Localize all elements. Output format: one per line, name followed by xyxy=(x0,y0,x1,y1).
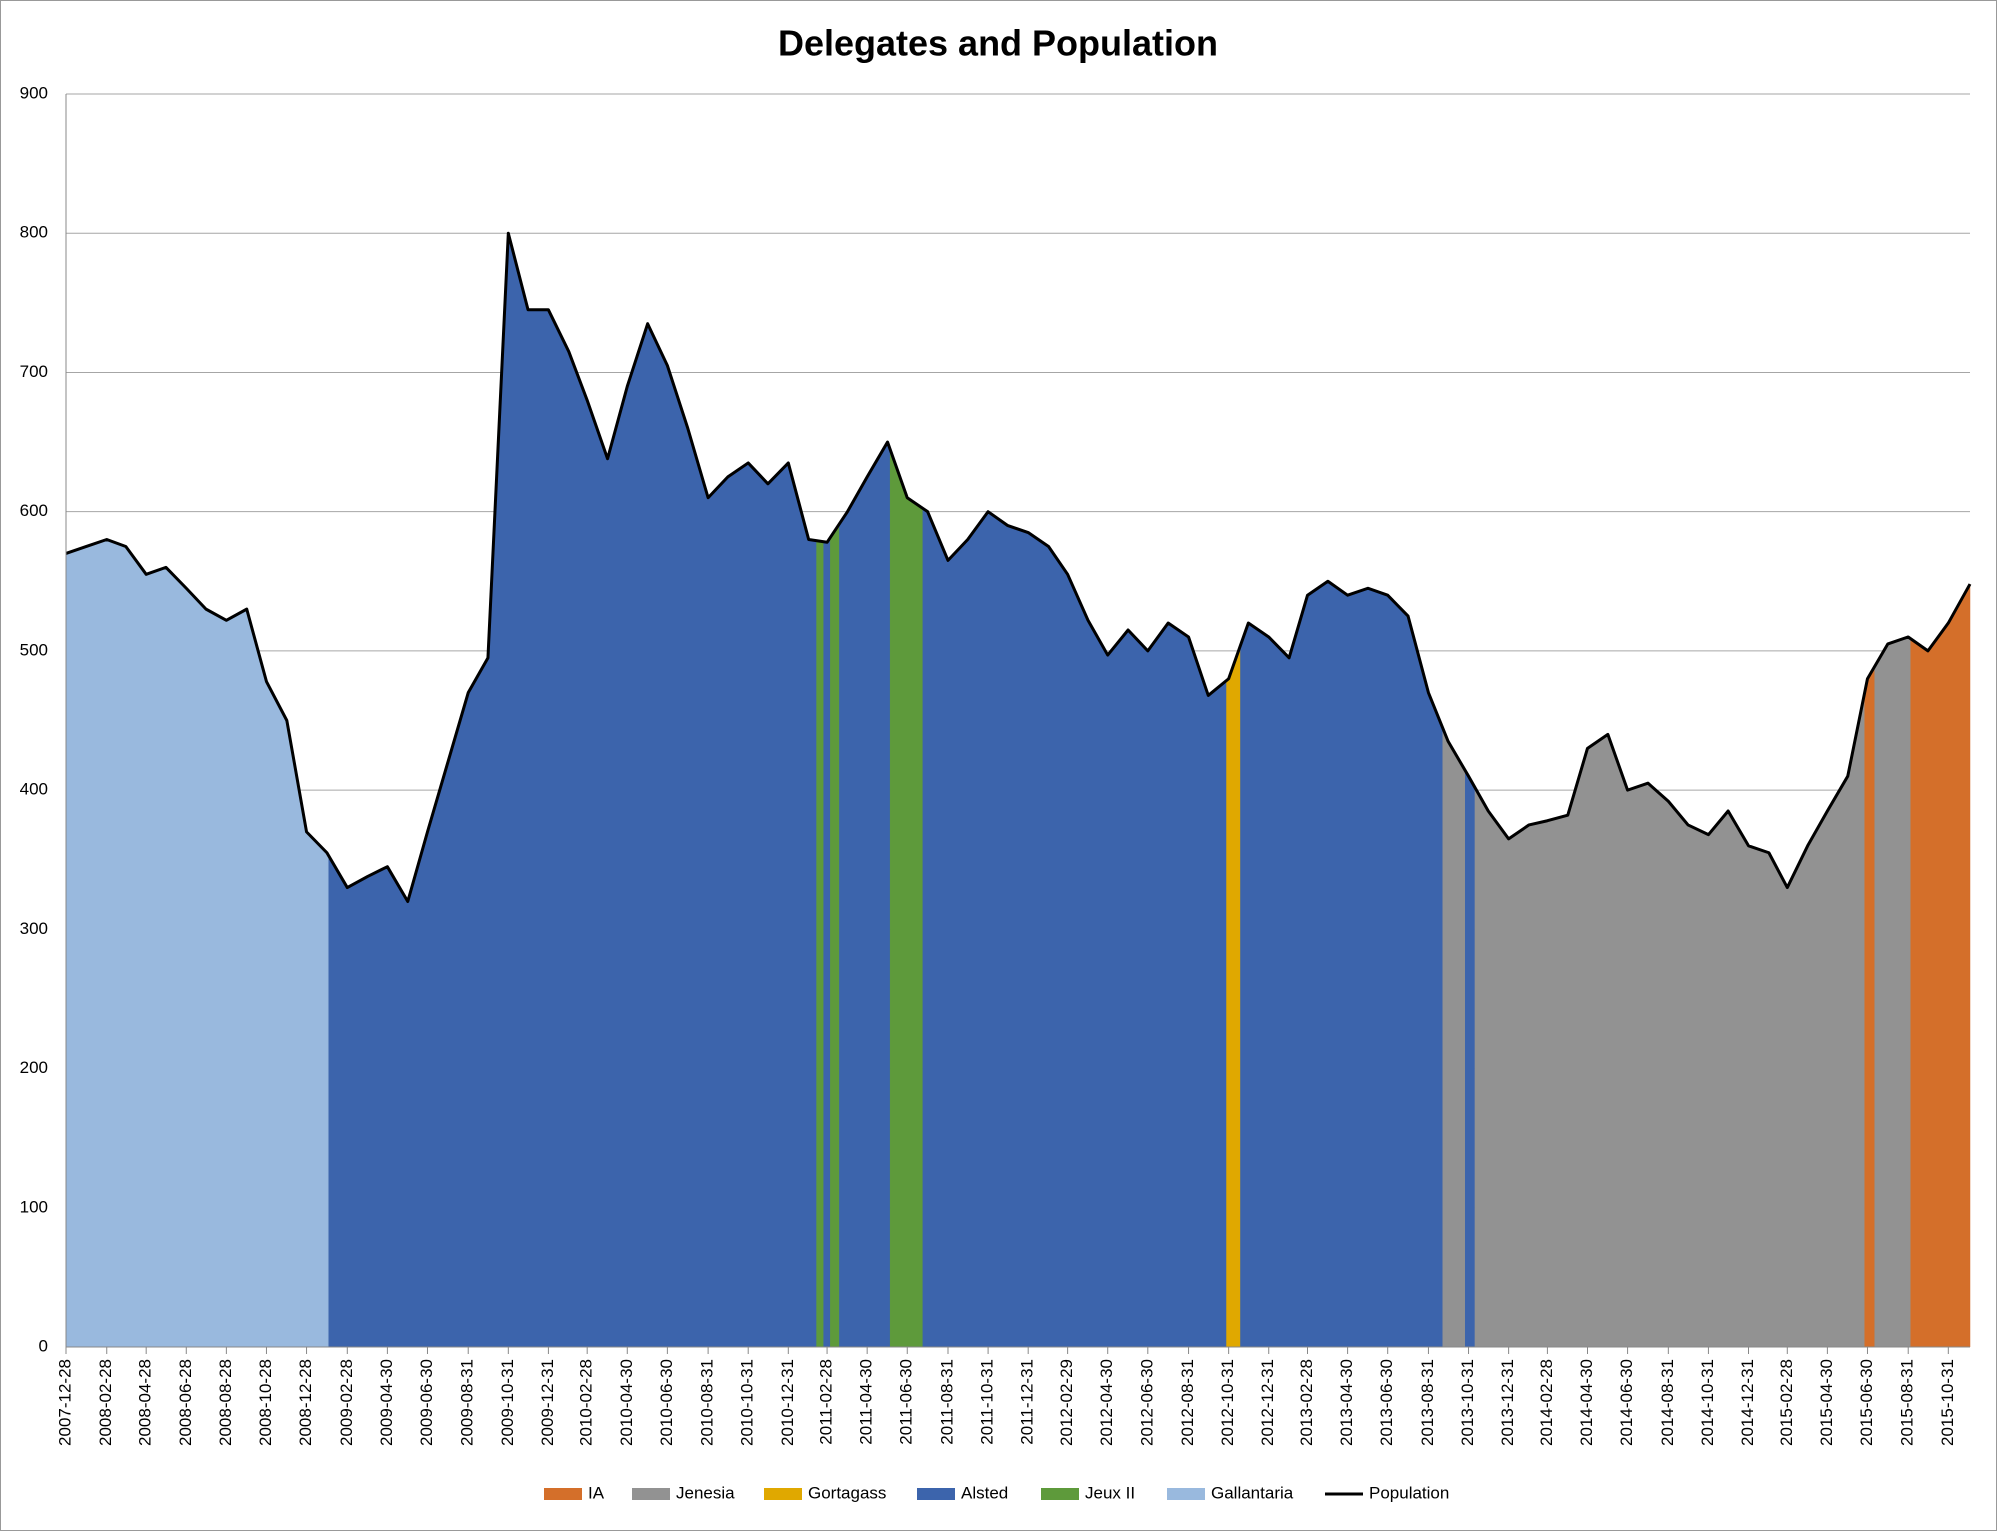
legend-swatch xyxy=(632,1488,670,1500)
x-tick-label: 2013-08-31 xyxy=(1418,1359,1437,1446)
delegate-area xyxy=(889,449,923,1348)
legend-swatch xyxy=(764,1488,802,1500)
legend-label: Alsted xyxy=(961,1483,1008,1502)
delegate-area xyxy=(1909,583,1971,1348)
x-tick-label: 2014-08-31 xyxy=(1658,1359,1677,1446)
x-tick-label: 2008-04-28 xyxy=(136,1359,155,1446)
x-tick-label: 2012-10-31 xyxy=(1218,1359,1237,1446)
y-tick-label: 900 xyxy=(20,83,48,102)
y-tick-label: 400 xyxy=(20,780,48,799)
legend-label: Gortagass xyxy=(808,1483,886,1502)
x-tick-label: 2013-06-30 xyxy=(1377,1359,1396,1446)
x-tick-label: 2011-04-30 xyxy=(857,1359,876,1445)
x-tick-label: 2009-06-30 xyxy=(417,1359,436,1446)
x-tick-label: 2014-02-28 xyxy=(1537,1359,1556,1446)
x-tick-label: 2015-02-28 xyxy=(1777,1359,1796,1446)
delegate-area xyxy=(822,536,831,1348)
x-tick-label: 2010-02-28 xyxy=(577,1359,596,1446)
y-tick-label: 100 xyxy=(20,1197,48,1216)
x-tick-label: 2011-12-31 xyxy=(1018,1359,1037,1445)
x-tick-label: 2014-12-31 xyxy=(1738,1359,1757,1446)
y-tick-label: 300 xyxy=(20,919,48,938)
y-tick-label: 600 xyxy=(20,501,48,520)
legend-label: Gallantaria xyxy=(1211,1483,1294,1502)
delegate-area xyxy=(1874,636,1911,1348)
x-tick-label: 2009-08-31 xyxy=(458,1359,477,1446)
x-tick-label: 2011-02-28 xyxy=(817,1359,836,1445)
x-tick-label: 2012-04-30 xyxy=(1097,1359,1116,1446)
x-tick-label: 2010-10-31 xyxy=(738,1359,757,1446)
x-tick-label: 2010-06-30 xyxy=(657,1359,676,1446)
population-line xyxy=(65,231,1972,903)
x-tick-label: 2007-12-28 xyxy=(55,1359,74,1446)
x-tick-label: 2014-06-30 xyxy=(1617,1359,1636,1446)
delegate-area xyxy=(1441,726,1466,1348)
x-tick-label: 2012-08-31 xyxy=(1178,1359,1197,1446)
x-tick-label: 2012-06-30 xyxy=(1137,1359,1156,1446)
x-tick-label: 2010-08-31 xyxy=(698,1359,717,1446)
x-tick-label: 2009-12-31 xyxy=(538,1359,557,1446)
x-tick-label: 2013-04-30 xyxy=(1337,1359,1356,1446)
x-tick-label: 2015-10-31 xyxy=(1938,1359,1957,1446)
legend-swatch xyxy=(1041,1488,1079,1500)
x-tick-label: 2015-04-30 xyxy=(1817,1359,1836,1446)
delegate-area xyxy=(922,507,1227,1348)
x-tick-label: 2015-06-30 xyxy=(1857,1359,1876,1446)
delegate-area xyxy=(1863,665,1875,1348)
chart-title: Delegates and Population xyxy=(778,23,1218,64)
x-tick-label: 2010-04-30 xyxy=(617,1359,636,1446)
legend-label: Jenesia xyxy=(676,1483,735,1502)
legend-swatch xyxy=(1167,1488,1205,1500)
x-tick-label: 2008-12-28 xyxy=(296,1359,315,1446)
x-tick-label: 2015-08-31 xyxy=(1898,1359,1917,1446)
delegate-area xyxy=(1225,645,1241,1348)
x-tick-label: 2013-10-31 xyxy=(1458,1359,1477,1446)
x-tick-label: 2013-12-31 xyxy=(1498,1359,1517,1446)
legend-label: Population xyxy=(1369,1483,1449,1502)
x-tick-label: 2010-12-31 xyxy=(778,1359,797,1446)
x-tick-label: 2008-10-28 xyxy=(256,1359,275,1446)
legend-swatch xyxy=(917,1488,955,1500)
x-tick-label: 2008-08-28 xyxy=(216,1359,235,1446)
y-tick-label: 700 xyxy=(20,362,48,381)
delegate-area xyxy=(838,441,891,1348)
x-tick-label: 2012-12-31 xyxy=(1258,1359,1277,1446)
x-tick-label: 2012-02-29 xyxy=(1057,1359,1076,1446)
delegate-area xyxy=(1465,769,1475,1348)
x-tick-label: 2014-04-30 xyxy=(1577,1359,1596,1446)
x-tick-label: 2014-10-31 xyxy=(1698,1359,1717,1446)
y-tick-label: 200 xyxy=(20,1058,48,1077)
legend-swatch xyxy=(544,1488,582,1500)
x-tick-label: 2011-06-30 xyxy=(897,1359,916,1445)
x-tick-label: 2009-10-31 xyxy=(498,1359,517,1446)
legend-label: Jeux II xyxy=(1085,1483,1135,1502)
x-tick-label: 2013-02-28 xyxy=(1297,1359,1316,1446)
y-tick-label: 500 xyxy=(20,640,48,659)
x-tick-label: 2009-02-28 xyxy=(337,1359,356,1446)
x-tick-label: 2011-10-31 xyxy=(978,1359,997,1445)
x-tick-label: 2009-04-30 xyxy=(377,1359,396,1446)
x-tick-label: 2011-08-31 xyxy=(937,1359,956,1445)
legend-label: IA xyxy=(588,1483,605,1502)
delegate-area xyxy=(1240,580,1443,1348)
delegate-area xyxy=(816,540,824,1348)
y-tick-label: 800 xyxy=(20,223,48,242)
delegate-area xyxy=(830,523,840,1348)
y-tick-label: 0 xyxy=(39,1336,48,1355)
x-tick-label: 2008-06-28 xyxy=(176,1359,195,1446)
x-tick-label: 2008-02-28 xyxy=(96,1359,115,1446)
